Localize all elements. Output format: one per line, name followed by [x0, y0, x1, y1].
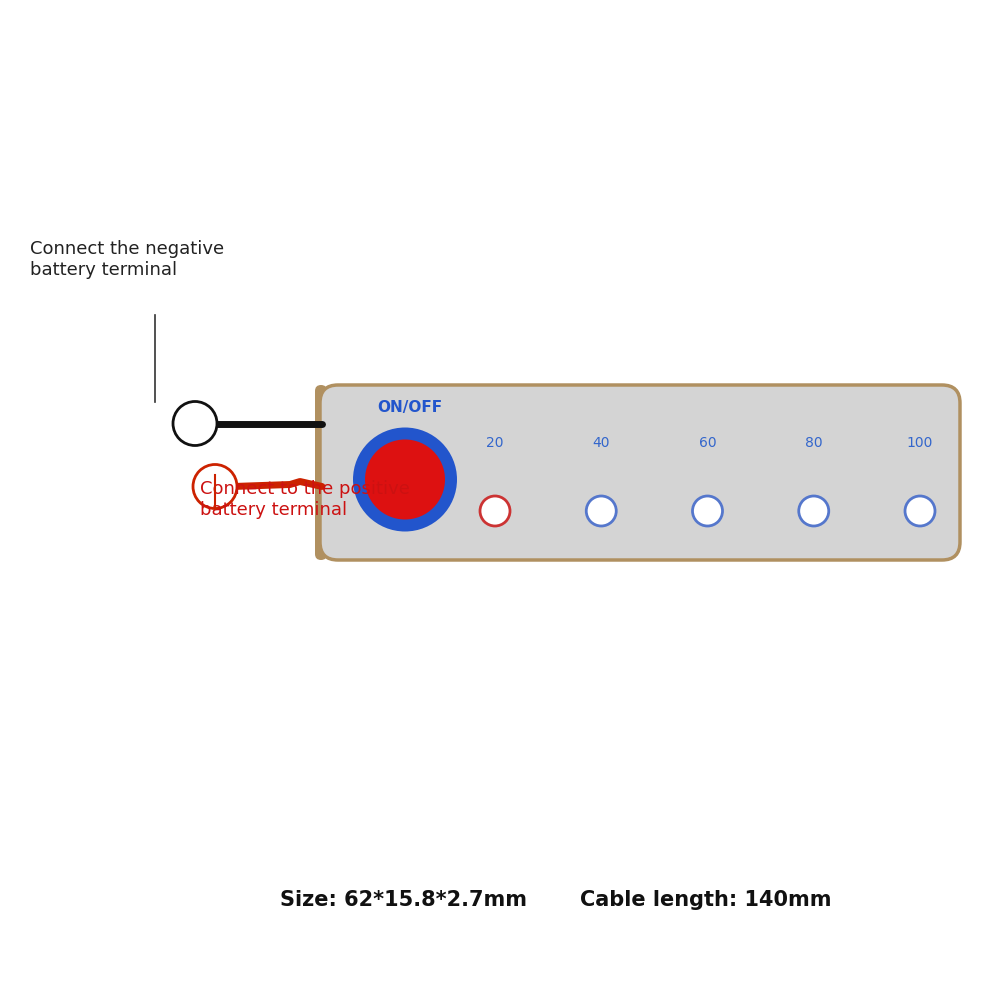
FancyBboxPatch shape [320, 385, 960, 560]
Text: 20: 20 [486, 436, 504, 450]
Circle shape [173, 401, 217, 446]
Text: Cable length: 140mm: Cable length: 140mm [580, 890, 832, 910]
FancyBboxPatch shape [315, 385, 327, 560]
Circle shape [586, 496, 616, 526]
Circle shape [353, 428, 457, 532]
Text: Connect to the positive
battery terminal: Connect to the positive battery terminal [200, 480, 410, 519]
Circle shape [480, 496, 510, 526]
Circle shape [692, 496, 722, 526]
Circle shape [905, 496, 935, 526]
Text: Connect the negative
battery terminal: Connect the negative battery terminal [30, 240, 224, 279]
Circle shape [365, 440, 445, 520]
Text: Size: 62*15.8*2.7mm: Size: 62*15.8*2.7mm [280, 890, 527, 910]
Text: 60: 60 [699, 436, 716, 450]
Text: ON/OFF: ON/OFF [377, 400, 443, 415]
Circle shape [799, 496, 829, 526]
Text: 100: 100 [907, 436, 933, 450]
Text: 80: 80 [805, 436, 823, 450]
Circle shape [193, 464, 237, 508]
Text: 40: 40 [592, 436, 610, 450]
